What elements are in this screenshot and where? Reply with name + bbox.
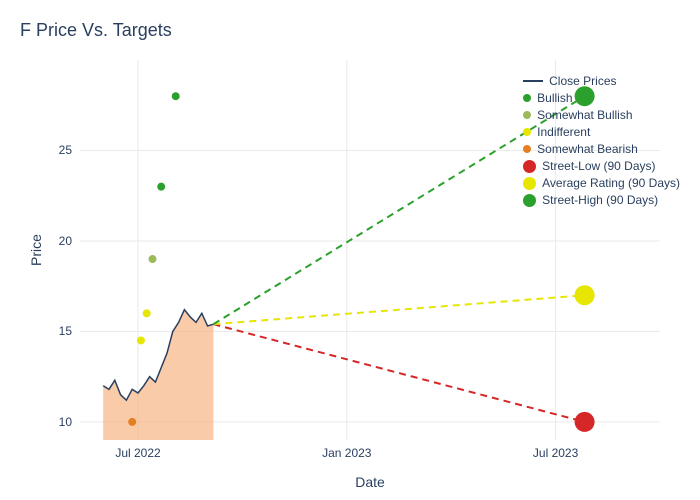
x-axis-title: Date <box>355 474 385 490</box>
legend-dot-icon <box>523 128 531 136</box>
analyst-point-bullish <box>157 183 165 191</box>
projection-line-average <box>213 295 584 324</box>
legend-item: Bullish <box>523 91 680 105</box>
legend-line-marker <box>523 80 543 82</box>
y-tick-label: 20 <box>59 234 80 248</box>
legend-label: Bullish <box>537 91 572 105</box>
chart-title: F Price Vs. Targets <box>20 20 172 41</box>
x-tick-label: Jan 2023 <box>322 446 371 460</box>
legend-item: Somewhat Bearish <box>523 142 680 156</box>
legend-label: Close Prices <box>549 74 616 88</box>
legend-dot-icon <box>523 160 536 173</box>
legend-item: Average Rating (90 Days) <box>523 176 680 190</box>
legend: Close Prices Bullish Somewhat Bullish Indif… <box>523 74 680 210</box>
y-tick-label: 15 <box>59 324 80 338</box>
y-tick-label: 25 <box>59 143 80 157</box>
analyst-point-somewhat_bullish <box>149 255 157 263</box>
legend-item: Somewhat Bullish <box>523 108 680 122</box>
analyst-point-indifferent <box>143 309 151 317</box>
x-tick-label: Jul 2022 <box>115 446 160 460</box>
analyst-point-indifferent <box>137 336 145 344</box>
legend-label: Indifferent <box>537 125 590 139</box>
legend-label: Somewhat Bearish <box>537 142 638 156</box>
legend-label: Street-Low (90 Days) <box>542 159 655 173</box>
legend-dot-icon <box>523 111 531 119</box>
legend-item: Street-High (90 Days) <box>523 193 680 207</box>
legend-dot-icon <box>523 177 536 190</box>
legend-item: Street-Low (90 Days) <box>523 159 680 173</box>
x-tick-label: Jul 2023 <box>533 446 578 460</box>
projection-line-street_low <box>213 324 584 422</box>
legend-dot-icon <box>523 94 531 102</box>
analyst-point-somewhat_bearish <box>128 418 136 426</box>
projection-marker-average <box>575 285 595 305</box>
legend-label: Street-High (90 Days) <box>542 193 658 207</box>
projection-marker-street_low <box>575 412 595 432</box>
legend-label: Somewhat Bullish <box>537 108 632 122</box>
legend-item: Close Prices <box>523 74 680 88</box>
legend-dot-icon <box>523 194 536 207</box>
legend-dot-icon <box>523 145 531 153</box>
y-tick-label: 10 <box>59 415 80 429</box>
analyst-point-bullish <box>172 92 180 100</box>
legend-item: Indifferent <box>523 125 680 139</box>
legend-label: Average Rating (90 Days) <box>542 176 680 190</box>
chart-container: F Price Vs. Targets Price Jul 2022 Jan 20… <box>0 0 700 500</box>
y-axis-title: Price <box>28 234 44 266</box>
